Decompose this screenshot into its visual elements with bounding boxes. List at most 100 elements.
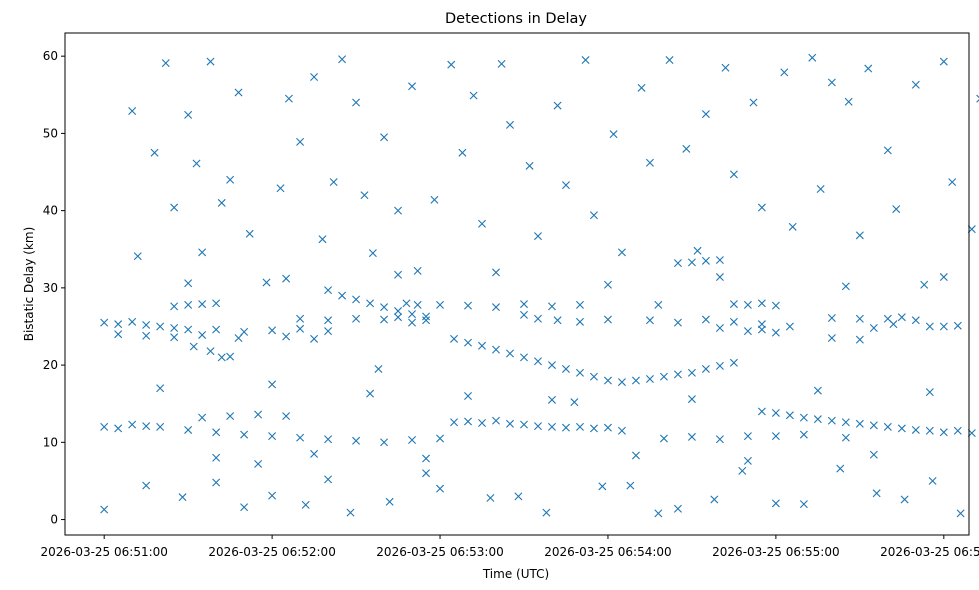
data-point-marker [956, 509, 965, 518]
data-point-marker [408, 310, 417, 319]
data-point-marker [150, 148, 159, 157]
data-point-marker [324, 327, 333, 336]
data-point-marker [729, 358, 738, 367]
data-point-marker [693, 246, 702, 255]
data-point-marker [346, 508, 355, 517]
data-point-marker [254, 410, 263, 419]
data-point-marker [976, 94, 979, 103]
data-point-marker [184, 110, 193, 119]
x-axis-label: Time (UTC) [482, 567, 549, 581]
data-point-marker [953, 426, 962, 435]
data-point-marker [534, 357, 542, 366]
data-point-marker [589, 424, 598, 433]
data-point-marker [422, 316, 431, 325]
data-point-marker [911, 80, 920, 89]
data-point-marker [617, 248, 626, 257]
data-point-marker [673, 259, 682, 268]
data-point-marker [374, 364, 383, 373]
y-tick-label: 40 [43, 204, 58, 218]
data-point-marker [217, 353, 226, 362]
data-point-marker [534, 422, 542, 431]
data-point-marker [338, 55, 347, 64]
data-point-marker [715, 361, 724, 370]
data-point-marker [920, 280, 929, 289]
data-point-marker [547, 395, 556, 404]
data-point-marker [841, 418, 850, 427]
data-point-marker [827, 313, 836, 322]
data-point-marker [841, 282, 850, 291]
data-point-marker [413, 266, 422, 275]
data-point-marker [771, 408, 780, 417]
data-point-marker [380, 303, 389, 312]
x-tick-label: 2026-03-25 06:52:00 [208, 545, 335, 559]
data-point-marker [534, 232, 542, 241]
data-point-marker [360, 191, 369, 200]
data-point-marker [520, 353, 528, 362]
data-point-marker [492, 345, 500, 354]
data-point-marker [813, 415, 822, 424]
data-point-marker [659, 434, 668, 443]
data-point-marker [757, 407, 766, 416]
data-point-marker [561, 423, 570, 432]
data-point-marker [506, 349, 514, 358]
data-point-marker [338, 291, 347, 300]
data-point-marker [478, 419, 487, 428]
data-point-marker [900, 495, 909, 504]
chart-title: Detections in Delay [445, 11, 587, 27]
data-point-marker [855, 419, 864, 428]
data-point-marker [715, 435, 724, 444]
data-point-marker [738, 466, 747, 475]
data-point-marker [575, 422, 584, 431]
data-point-marker [883, 422, 892, 431]
data-point-marker [170, 302, 179, 311]
data-point-marker [506, 120, 514, 129]
data-point-marker [385, 497, 394, 506]
data-point-marker [609, 130, 618, 139]
data-point-marker [925, 388, 934, 397]
data-point-marker [366, 389, 375, 398]
data-point-marker [262, 278, 271, 287]
data-point-marker [617, 378, 626, 387]
data-point-marker [939, 428, 948, 437]
data-point-marker [553, 316, 562, 325]
data-point-marker [701, 315, 710, 324]
data-point-marker [855, 335, 864, 344]
data-point-marker [575, 368, 584, 377]
data-point-marker [575, 300, 584, 309]
data-point-marker [469, 91, 478, 100]
data-point-marker [603, 376, 612, 385]
data-point-marker [570, 398, 579, 407]
data-point-marker [687, 432, 696, 441]
data-point-marker [701, 110, 710, 119]
data-point-marker [925, 322, 934, 331]
data-point-marker [799, 413, 808, 422]
data-point-marker [589, 372, 598, 381]
data-point-marker [464, 301, 473, 310]
data-point-marker [953, 321, 962, 330]
data-point-marker [447, 60, 456, 69]
data-point-marker [318, 235, 327, 244]
data-point-marker [785, 322, 794, 331]
data-point-marker [184, 425, 193, 434]
data-point-marker [939, 273, 948, 282]
data-point-marker [869, 421, 878, 430]
data-point-marker [310, 334, 319, 343]
data-point-marker [589, 211, 598, 220]
data-point-marker [492, 268, 500, 277]
data-point-marker [617, 426, 626, 435]
data-point-marker [911, 425, 920, 434]
y-tick-label: 20 [43, 358, 58, 372]
data-point-marker [464, 417, 473, 426]
data-point-marker [142, 422, 151, 431]
data-point-marker [478, 219, 487, 228]
data-point-marker [520, 420, 528, 429]
data-point-marker [394, 206, 403, 215]
x-tick-label: 2026-03-25 06:56:00 [880, 545, 979, 559]
data-point-marker [561, 181, 570, 190]
data-point-marker [827, 78, 836, 87]
y-tick-label: 0 [50, 513, 58, 527]
data-point-marker [743, 432, 752, 441]
data-point-marker [673, 370, 682, 379]
data-point-marker [128, 107, 137, 115]
data-point-marker [497, 59, 506, 68]
